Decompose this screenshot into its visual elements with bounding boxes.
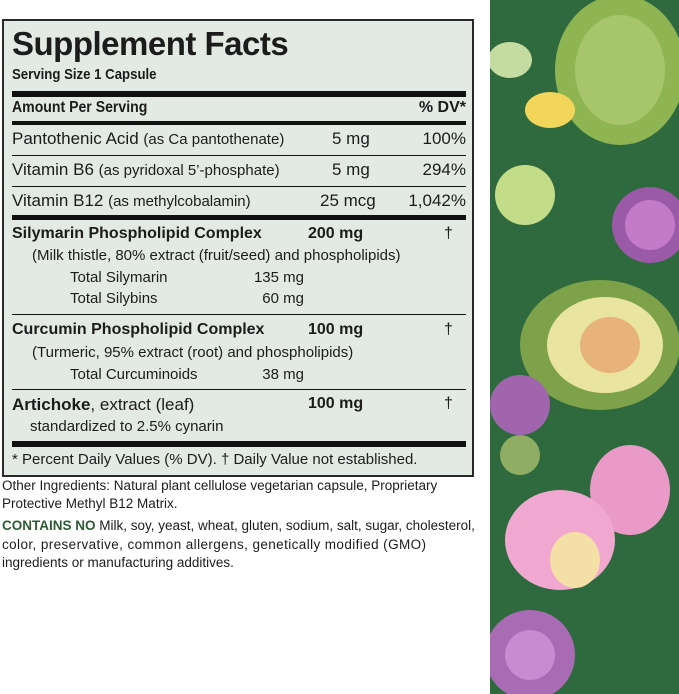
vitamin-amount: 5 mg bbox=[332, 160, 370, 179]
divider bbox=[12, 314, 466, 315]
contains-no: ingredients or manufacturing additives. bbox=[2, 555, 234, 570]
ingredient-name: Curcumin Phospholipid Complex bbox=[12, 321, 265, 338]
divider bbox=[12, 155, 466, 156]
ingredient-detail: standardized to 2.5% cynarin bbox=[30, 418, 224, 435]
other-ingredients: Protective Methyl B12 Matrix. bbox=[2, 496, 178, 511]
serving-size: Serving Size 1 Capsule bbox=[12, 66, 157, 83]
contains-no: color, preservative, common allergens, g… bbox=[2, 537, 427, 552]
vitamin-row: Vitamin B12 (as methylcobalamin) bbox=[12, 191, 251, 210]
panel-title: Supplement Facts bbox=[12, 25, 289, 62]
ingredient-detail: (Turmeric, 95% extract (root) and phosph… bbox=[32, 344, 354, 361]
divider bbox=[12, 441, 466, 447]
divider bbox=[12, 186, 466, 187]
vitamin-dv: 100% bbox=[422, 129, 466, 148]
amount-per-serving-header: Amount Per Serving bbox=[12, 99, 148, 116]
vitamin-amount: 5 mg bbox=[332, 129, 370, 148]
ingredient-amount: 100 mg bbox=[308, 321, 364, 338]
ingredient-detail: (Milk thistle, 80% extract (fruit/seed) … bbox=[32, 247, 401, 264]
sub-ingredient-amount: 60 mg bbox=[262, 290, 304, 307]
supplement-facts-panel: Supplement Facts Serving Size 1 Capsule … bbox=[2, 19, 474, 477]
divider bbox=[12, 121, 466, 125]
ingredient-amount: 200 mg bbox=[308, 225, 364, 242]
ingredient-dv: † bbox=[444, 395, 453, 412]
ingredient-dv: † bbox=[444, 321, 453, 338]
sub-ingredient-name: Total Silymarin bbox=[70, 269, 168, 286]
sub-ingredient-name: Total Curcuminoids bbox=[70, 366, 198, 383]
sub-ingredient-name: Total Silybins bbox=[70, 290, 158, 307]
botanicals-illustration bbox=[490, 0, 679, 694]
divider bbox=[12, 389, 466, 390]
ingredient-dv: † bbox=[444, 225, 453, 242]
ingredient-name: Artichoke, extract (leaf) bbox=[12, 395, 195, 414]
other-ingredients: Other Ingredients: Natural plant cellulo… bbox=[2, 478, 438, 493]
vitamin-row: Pantothenic Acid (as Ca pantothenate) bbox=[12, 129, 285, 148]
divider bbox=[12, 215, 466, 220]
botanical-image bbox=[490, 0, 679, 694]
dv-header: % DV* bbox=[418, 99, 466, 116]
vitamin-dv: 294% bbox=[422, 160, 466, 179]
sub-ingredient-amount: 38 mg bbox=[262, 366, 304, 383]
ingredient-name: Silymarin Phospholipid Complex bbox=[12, 225, 262, 242]
sub-ingredient-amount: 135 mg bbox=[253, 269, 304, 286]
footnote: * Percent Daily Values (% DV). † Daily V… bbox=[12, 451, 418, 468]
divider bbox=[12, 91, 466, 97]
ingredient-amount: 100 mg bbox=[308, 395, 364, 412]
vitamin-dv: 1,042% bbox=[408, 191, 466, 210]
vitamin-amount: 25 mcg bbox=[320, 191, 376, 210]
vitamin-row: Vitamin B6 (as pyridoxal 5’-phosphate) bbox=[12, 160, 280, 179]
contains-no: CONTAINS NO Milk, soy, yeast, wheat, glu… bbox=[2, 518, 475, 533]
